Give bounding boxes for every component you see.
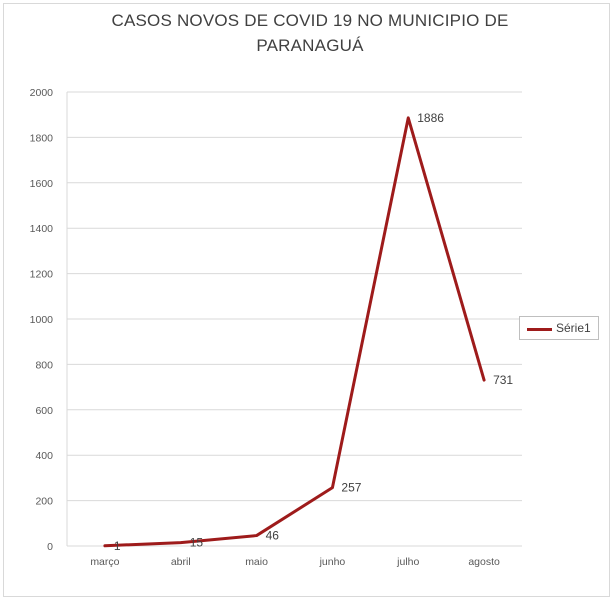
x-tick-label: julho (396, 556, 419, 568)
series-line (103, 116, 486, 548)
chart-title: CASOS NOVOS DE COVID 19 NO MUNICIPIO DE … (60, 8, 560, 58)
series-group (103, 116, 486, 548)
legend-label: Série1 (556, 321, 591, 335)
data-labels: 1 15 46 257 1886 731 (114, 111, 514, 553)
data-point (103, 544, 107, 547)
data-point (255, 534, 258, 537)
y-tick-label: 1800 (30, 132, 54, 144)
x-axis-ticks: março abril maio junho julho agosto (90, 556, 500, 568)
x-tick-label: maio (245, 556, 268, 568)
data-point (331, 486, 334, 489)
x-tick-label: março (90, 556, 119, 568)
data-label: 1886 (417, 111, 444, 125)
chart-title-line-1: CASOS NOVOS DE COVID 19 NO MUNICIPIO DE (111, 11, 509, 30)
x-tick-label: junho (319, 556, 346, 568)
data-label: 46 (266, 529, 280, 543)
y-tick-label: 1000 (30, 314, 54, 326)
y-tick-label: 800 (35, 359, 53, 371)
y-tick-label: 600 (35, 405, 53, 417)
chart-title-line-2: PARANAGUÁ (256, 36, 364, 55)
legend-swatch (527, 328, 552, 331)
y-tick-label: 2000 (30, 87, 54, 99)
y-tick-label: 400 (35, 450, 53, 462)
y-axis-ticks: 0 200 400 600 800 1000 1200 1400 1600 1800 2000 (30, 87, 54, 553)
data-point (407, 116, 410, 120)
data-point (179, 541, 182, 544)
legend: Série1 (519, 316, 599, 340)
y-tick-label: 200 (35, 496, 53, 508)
data-label: 15 (190, 536, 204, 550)
x-tick-label: abril (171, 556, 191, 568)
gridlines (66, 91, 522, 547)
y-tick-label: 1400 (30, 223, 54, 235)
x-tick-label: agosto (468, 556, 500, 568)
data-label: 731 (493, 373, 513, 387)
y-tick-label: 1200 (30, 269, 54, 281)
chart-frame (3, 3, 610, 597)
y-tick-label: 1600 (30, 178, 54, 190)
data-label: 1 (114, 539, 121, 553)
data-point (482, 378, 486, 382)
data-label: 257 (341, 481, 361, 495)
y-tick-label: 0 (47, 541, 53, 553)
